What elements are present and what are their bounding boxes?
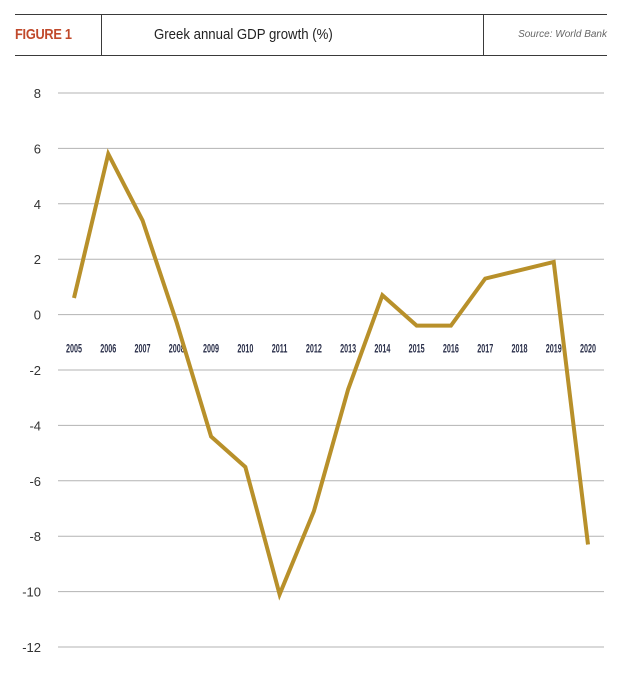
y-tick-label: -4 [29,418,41,433]
x-tick-label: 2015 [409,343,425,356]
x-tick-label: 2013 [340,343,356,356]
header-divider [483,15,484,55]
y-tick-label: -2 [29,363,41,378]
y-tick-label: 8 [34,86,41,101]
x-tick-label: 2006 [100,343,116,356]
y-tick-label: -12 [22,640,41,655]
x-tick-label: 2019 [546,343,562,356]
x-axis-ticks: 2005 2006 2007 2008 2009 2010 2011 2012 2013 2014… [66,343,596,356]
chart-title: Greek annual GDP growth (%) [154,26,333,43]
y-tick-label: -6 [29,474,41,489]
y-tick-label: -10 [22,585,41,600]
x-tick-label: 2010 [237,343,253,356]
header-divider [101,15,102,55]
x-tick-label: 2018 [511,343,527,356]
source-note: Source: World Bank [518,29,607,40]
x-tick-label: 2008 [169,343,185,356]
figure-label: FIGURE 1 [15,26,72,43]
figure-header: FIGURE 1 Greek annual GDP growth (%) Sou… [15,14,607,56]
x-tick-label: 2017 [477,343,493,356]
x-tick-label: 2020 [580,343,596,356]
series-line [72,148,590,601]
x-tick-label: 2011 [272,343,288,356]
y-tick-label: 4 [34,197,41,212]
y-tick-label: 6 [34,141,41,156]
y-axis-ticks: 8 6 4 2 0 -2 -4 -6 -8 -10 -12 [22,86,41,655]
x-tick-label: 2005 [66,343,82,356]
y-tick-label: 2 [34,252,41,267]
series-layer [72,148,590,601]
gridlines [58,92,604,648]
x-tick-label: 2009 [203,343,219,356]
x-tick-label: 2007 [135,343,151,356]
y-tick-label: -8 [29,529,41,544]
x-tick-label: 2014 [374,343,390,356]
x-tick-label: 2012 [306,343,322,356]
y-tick-label: 0 [34,308,41,323]
x-tick-label: 2016 [443,343,459,356]
